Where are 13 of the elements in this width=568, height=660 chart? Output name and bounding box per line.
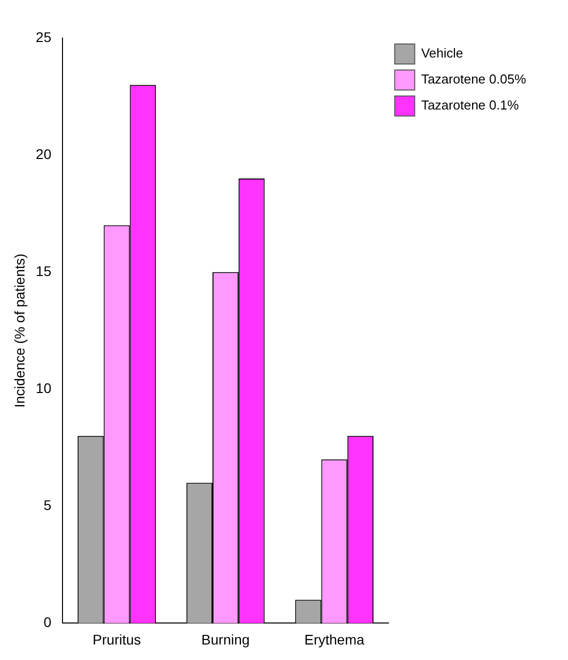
y-tick-label: 25: [36, 28, 52, 45]
legend-label: Tazarotene 0.1%: [421, 98, 520, 113]
y-axis-title: Incidence (% of patients): [11, 254, 28, 408]
x-tick-label: Burning: [201, 631, 250, 648]
x-tick-label: Erythema: [304, 631, 364, 648]
legend-label: Vehicle: [421, 46, 464, 61]
x-tick-label: Pruritus: [92, 631, 141, 648]
y-tick-label: 15: [36, 262, 52, 279]
legend-label: Tazarotene 0.05%: [421, 72, 526, 87]
y-tick-label: 20: [36, 146, 52, 162]
y-tick-label: 10: [36, 380, 52, 396]
y-tick-label: 0: [44, 614, 52, 630]
y-tick-label: 5: [44, 497, 52, 514]
